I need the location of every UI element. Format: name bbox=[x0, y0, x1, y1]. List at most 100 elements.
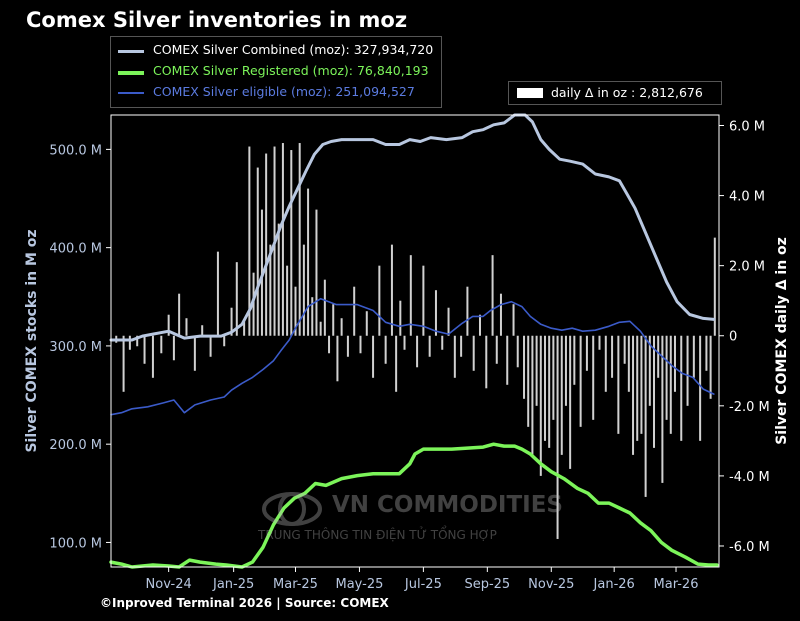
daily-delta-bar bbox=[598, 335, 601, 350]
daily-delta-bar bbox=[160, 335, 163, 354]
daily-delta-bar bbox=[201, 325, 204, 336]
daily-delta-bar bbox=[543, 335, 546, 441]
daily-delta-bar bbox=[644, 335, 647, 497]
x-tick-label: Nov-25 bbox=[528, 577, 574, 592]
daily-delta-bar bbox=[252, 272, 255, 336]
watermark-subtitle: TRUNG THÔNG TIN ĐIỆN TỬ TỔNG HỢP bbox=[258, 528, 497, 542]
legend-swatch-combined bbox=[118, 50, 144, 53]
daily-delta-bar bbox=[460, 335, 463, 357]
daily-delta-bar bbox=[172, 335, 175, 361]
daily-delta-bar bbox=[403, 335, 406, 350]
daily-delta-bar bbox=[336, 335, 339, 382]
y-left-tick-label: 400.0 M bbox=[49, 242, 102, 257]
daily-delta-bar bbox=[669, 335, 672, 434]
daily-delta-bar bbox=[579, 335, 582, 427]
chart-title: Comex Silver inventories in moz bbox=[26, 8, 408, 32]
legend-daily-delta: daily Δ in oz : 2,812,676 bbox=[508, 81, 722, 105]
plot-frame bbox=[110, 114, 720, 568]
daily-delta-bar bbox=[485, 335, 488, 389]
legend-swatch-eligible bbox=[118, 92, 144, 94]
x-tick-label: May-25 bbox=[335, 577, 383, 592]
daily-delta-bar bbox=[640, 335, 643, 434]
daily-delta-bar bbox=[294, 286, 297, 336]
daily-delta-bar bbox=[434, 290, 437, 336]
daily-delta-bar bbox=[516, 335, 519, 368]
x-tick-label: Mar-26 bbox=[654, 577, 699, 592]
daily-delta-bar bbox=[243, 321, 246, 336]
daily-delta-bar bbox=[523, 335, 526, 399]
daily-delta-bar bbox=[699, 335, 702, 441]
daily-delta-bar bbox=[269, 244, 272, 336]
daily-delta-bar bbox=[491, 255, 494, 336]
daily-delta-bar bbox=[466, 286, 469, 336]
x-tick-label: Jul-25 bbox=[404, 577, 442, 592]
daily-delta-bar bbox=[564, 335, 567, 406]
daily-delta-bar bbox=[315, 209, 318, 336]
x-tick-label: Mar-25 bbox=[273, 577, 318, 592]
daily-delta-bar bbox=[428, 335, 431, 357]
daily-delta-bar bbox=[506, 335, 509, 385]
y-right-tick-label: 2.0 M bbox=[729, 260, 765, 275]
daily-delta-bar bbox=[298, 143, 301, 336]
daily-delta-bar bbox=[328, 335, 331, 354]
daily-delta-bar bbox=[548, 335, 551, 448]
y-left-tick-label: 500.0 M bbox=[49, 143, 102, 158]
daily-delta-bar bbox=[409, 255, 412, 336]
y-right-tick-label: 0 bbox=[729, 330, 737, 345]
x-tick-label: Jan-26 bbox=[593, 577, 635, 592]
legend-label-registered: COMEX Silver Registered (moz): 76,840,19… bbox=[153, 63, 429, 78]
daily-delta-bar bbox=[478, 314, 481, 336]
legend-label-daily: daily Δ in oz : 2,812,676 bbox=[551, 85, 703, 100]
daily-delta-bar bbox=[472, 335, 475, 371]
daily-delta-bar bbox=[453, 335, 456, 378]
daily-delta-bar bbox=[248, 146, 251, 336]
daily-delta-bar bbox=[422, 265, 425, 336]
daily-delta-bar bbox=[665, 335, 668, 420]
daily-delta-bar bbox=[653, 335, 656, 448]
daily-delta-bar bbox=[209, 335, 212, 357]
x-tick-label: Jan-25 bbox=[212, 577, 254, 592]
daily-delta-bar bbox=[302, 244, 305, 336]
daily-delta-bar bbox=[441, 335, 444, 350]
watermark-logo-icon bbox=[262, 492, 322, 526]
daily-delta-bar bbox=[680, 335, 683, 441]
daily-delta-bar bbox=[447, 307, 450, 336]
daily-delta-bar bbox=[611, 335, 614, 378]
y-right-tick-label: 6.0 M bbox=[729, 120, 765, 135]
series-line-registered bbox=[109, 442, 719, 569]
axes: 100.0 M 200.0 M 300.0 M 400.0 M 500.0 M -6.0 … bbox=[49, 120, 769, 592]
daily-delta-bar bbox=[143, 335, 146, 364]
daily-delta-bar bbox=[128, 335, 131, 350]
daily-delta-bar bbox=[178, 293, 181, 336]
daily-delta-bar bbox=[223, 335, 226, 347]
daily-delta-bar bbox=[185, 318, 188, 336]
daily-delta-bar bbox=[235, 262, 238, 336]
daily-delta-bar bbox=[512, 304, 515, 336]
daily-delta-bar bbox=[648, 335, 651, 406]
daily-delta-bar bbox=[636, 335, 639, 441]
daily-delta-bar bbox=[216, 251, 219, 336]
daily-delta-bar bbox=[265, 153, 268, 336]
daily-delta-bar bbox=[673, 335, 676, 392]
daily-delta-bar bbox=[657, 335, 660, 378]
daily-delta-bar bbox=[573, 335, 576, 385]
daily-delta-bar bbox=[556, 335, 559, 539]
daily-delta-bar bbox=[527, 335, 530, 427]
y-left-tick-label: 200.0 M bbox=[49, 438, 102, 453]
daily-delta-bar bbox=[686, 335, 689, 406]
daily-delta-bar bbox=[122, 335, 125, 392]
daily-delta-bar bbox=[709, 335, 712, 399]
legend-label-combined: COMEX Silver Combined (moz): 327,934,720 bbox=[153, 42, 434, 57]
daily-delta-bar bbox=[323, 279, 326, 336]
daily-delta-bar bbox=[290, 150, 293, 336]
daily-delta-bar bbox=[632, 335, 635, 455]
daily-delta-bar bbox=[592, 335, 595, 420]
daily-delta-bar bbox=[627, 335, 630, 392]
daily-delta-bars bbox=[115, 143, 716, 539]
series-line-eligible bbox=[110, 297, 715, 416]
daily-delta-bar bbox=[661, 335, 664, 483]
daily-delta-bar bbox=[569, 335, 572, 469]
y-axis-right-label: Silver COMEX daily Δ in oz bbox=[774, 237, 790, 445]
daily-delta-bar bbox=[499, 293, 502, 336]
